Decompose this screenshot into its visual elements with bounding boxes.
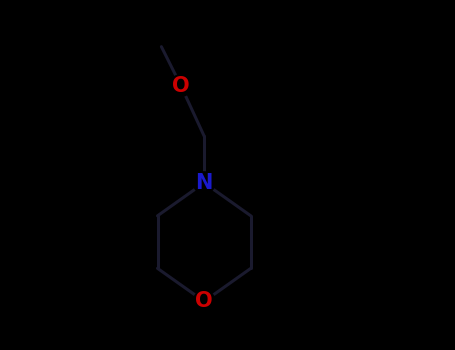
Text: N: N	[196, 173, 213, 193]
Text: O: O	[195, 292, 213, 312]
Circle shape	[193, 172, 215, 194]
Circle shape	[170, 75, 192, 97]
Circle shape	[193, 290, 215, 312]
Text: O: O	[172, 76, 190, 96]
